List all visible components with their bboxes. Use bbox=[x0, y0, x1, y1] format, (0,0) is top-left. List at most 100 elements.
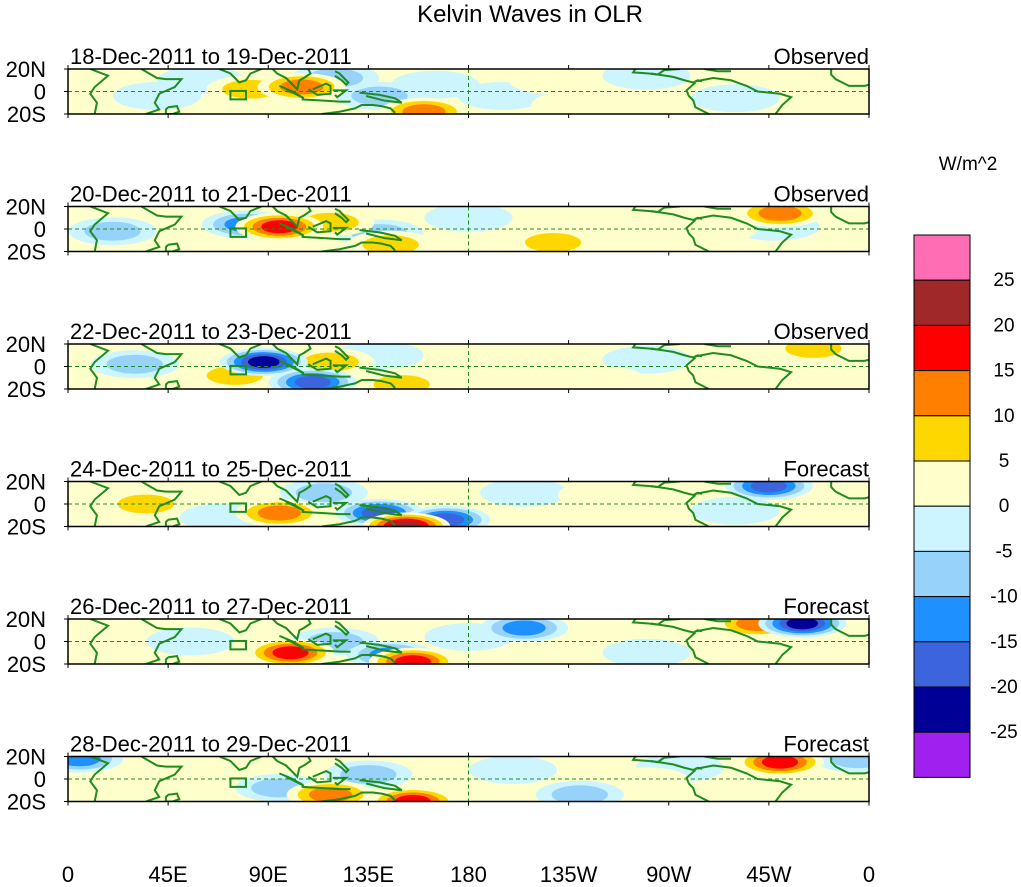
coastline bbox=[334, 70, 350, 87]
coastline bbox=[218, 206, 262, 222]
y-tick-label: 20N bbox=[6, 332, 46, 357]
y-tick-label: 20S bbox=[7, 515, 46, 540]
anomaly-contour bbox=[558, 481, 646, 509]
y-tick-label: 0 bbox=[34, 355, 46, 380]
coastline bbox=[89, 756, 110, 802]
anomaly-contour bbox=[524, 233, 582, 252]
anomaly-contour bbox=[373, 375, 430, 389]
region-box bbox=[229, 364, 248, 376]
coastline bbox=[301, 510, 351, 516]
coastline bbox=[301, 373, 351, 378]
coastline bbox=[218, 344, 262, 359]
anomaly-contour bbox=[558, 366, 646, 389]
anomaly-contour bbox=[761, 756, 799, 769]
anomaly-contour bbox=[68, 641, 157, 664]
coastline bbox=[332, 501, 350, 511]
coastline bbox=[164, 655, 181, 664]
anomaly-contour bbox=[68, 756, 101, 767]
coastline bbox=[334, 207, 350, 224]
anomaly-contour bbox=[402, 104, 446, 114]
coastline bbox=[278, 497, 305, 512]
y-tick-label: 0 bbox=[34, 630, 46, 655]
colorbar: W/m^2 25 20 15 10 5 0 -5 -10 -15 -20 -25 bbox=[913, 154, 1018, 778]
coastline bbox=[271, 206, 312, 229]
y-tick-label: 20N bbox=[6, 607, 46, 632]
coastline bbox=[301, 98, 351, 103]
coastlines bbox=[89, 69, 869, 114]
y-tick-label: 0 bbox=[34, 80, 46, 105]
anomaly-contour bbox=[469, 756, 557, 784]
coastline bbox=[830, 344, 869, 362]
anomaly-contour bbox=[558, 619, 646, 642]
anomaly-contour bbox=[294, 375, 331, 389]
colorbar-swatch bbox=[913, 279, 971, 326]
y-tick-label: 0 bbox=[34, 492, 46, 517]
anomaly-contour bbox=[786, 619, 819, 630]
anomaly-contour bbox=[750, 481, 787, 493]
coastline bbox=[164, 105, 181, 114]
coastline bbox=[830, 206, 869, 225]
colorbar-label: -20 bbox=[990, 677, 1017, 698]
colorbar-swatch bbox=[913, 731, 971, 778]
colorbar-swatch bbox=[913, 505, 971, 552]
coastline bbox=[218, 756, 262, 772]
anomaly-contour bbox=[509, 69, 598, 95]
coastline bbox=[307, 632, 332, 646]
panel-status: Observed bbox=[774, 319, 869, 344]
region-box bbox=[229, 227, 248, 238]
anomaly-contour bbox=[261, 220, 298, 234]
anomaly-contour bbox=[272, 646, 309, 660]
colorbar-label: 10 bbox=[993, 406, 1014, 427]
panel-date-range: 26-Dec-2011 to 27-Dec-2011 bbox=[70, 594, 352, 619]
coastline bbox=[321, 379, 396, 389]
anomaly-contour bbox=[602, 767, 691, 796]
coastline bbox=[140, 481, 184, 527]
anomaly-contour bbox=[424, 206, 513, 232]
coastline bbox=[140, 344, 184, 389]
panel-status: Forecast bbox=[783, 732, 869, 757]
coastline bbox=[334, 757, 350, 774]
y-tick-label: 0 bbox=[34, 767, 46, 792]
colorbar-label: 5 bbox=[999, 451, 1010, 472]
y-tick-label: 20S bbox=[7, 652, 46, 677]
coastline bbox=[140, 206, 184, 252]
y-tick-label: 20S bbox=[7, 240, 46, 265]
colorbar-swatch bbox=[913, 641, 971, 688]
x-tick-label: 0 bbox=[863, 862, 875, 887]
colorbar-swatch bbox=[913, 324, 971, 372]
anomaly-contour bbox=[390, 520, 423, 527]
coastline bbox=[301, 648, 351, 653]
y-tick-label: 20N bbox=[6, 195, 46, 220]
y-tick-label: 0 bbox=[34, 217, 46, 242]
chart-title: Kelvin Waves in OLR bbox=[417, 1, 643, 28]
anomaly-contour bbox=[829, 756, 869, 769]
coastline bbox=[685, 631, 710, 664]
coastline bbox=[164, 380, 181, 389]
anomaly-contour bbox=[247, 356, 280, 368]
coastline bbox=[685, 81, 710, 114]
coastline bbox=[307, 82, 332, 96]
coastline bbox=[321, 654, 396, 664]
coastline bbox=[218, 481, 262, 497]
colorbar-swatch bbox=[913, 234, 971, 281]
anomaly-contour bbox=[295, 483, 353, 503]
coastline bbox=[830, 619, 869, 637]
x-tick-label: 0 bbox=[62, 862, 74, 887]
coastline bbox=[89, 344, 110, 389]
region-box bbox=[229, 639, 248, 651]
coastline bbox=[301, 235, 351, 241]
coastline bbox=[321, 791, 396, 802]
region-box bbox=[229, 89, 248, 101]
colorbar-label: 15 bbox=[993, 361, 1014, 382]
coastline bbox=[140, 756, 184, 802]
coastline bbox=[164, 517, 181, 527]
colorbar-label: -15 bbox=[990, 632, 1017, 653]
coastline bbox=[307, 357, 332, 371]
anomaly-contour bbox=[758, 206, 802, 221]
coastline bbox=[89, 481, 110, 527]
